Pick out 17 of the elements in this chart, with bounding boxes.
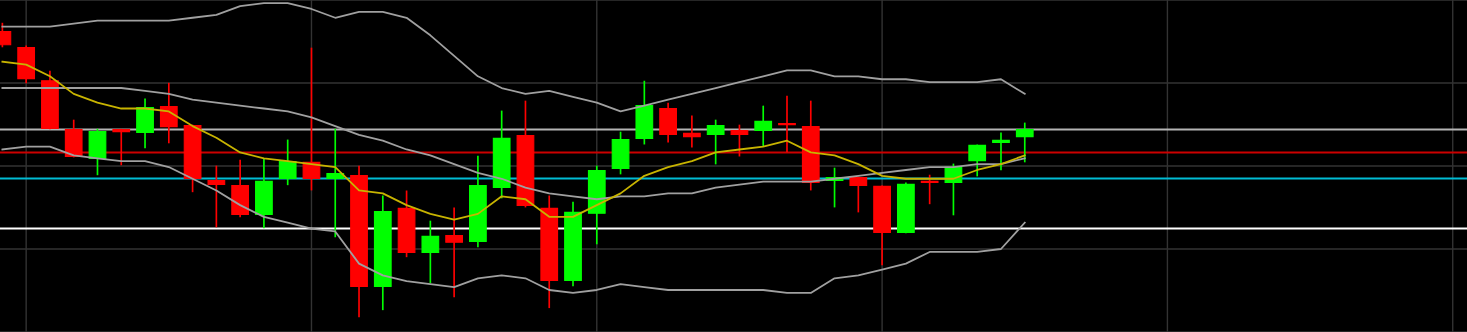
candlestick [207, 165, 226, 228]
candlestick [968, 144, 987, 177]
candlestick [730, 124, 749, 157]
candlestick [778, 95, 796, 153]
candlestick [754, 105, 773, 147]
candlestick [278, 139, 297, 186]
candlestick [1015, 122, 1034, 163]
candlestick [849, 176, 868, 213]
candlestick [992, 132, 1010, 171]
candlestick [920, 174, 939, 205]
candlestick [421, 220, 440, 284]
candlestick [706, 119, 725, 165]
candlestick [159, 82, 178, 144]
candlestick [112, 128, 131, 166]
candlestick [326, 128, 345, 238]
candlestick [445, 207, 464, 298]
candlestick [683, 115, 701, 148]
